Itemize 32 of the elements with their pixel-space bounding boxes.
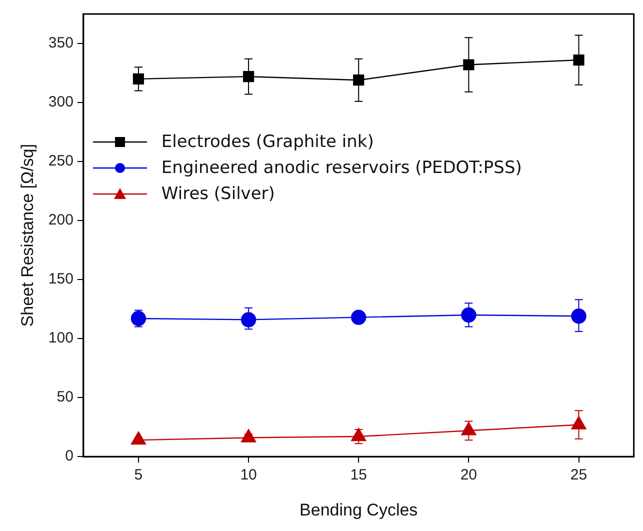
y-tick-label: 350 (48, 34, 74, 52)
point (571, 416, 586, 430)
legend-label: Engineered anodic reservoirs (PEDOT:PSS) (161, 158, 522, 178)
point (573, 54, 584, 66)
y-tick-label: 100 (48, 330, 74, 347)
point (351, 310, 366, 325)
x-tick-label: 10 (240, 466, 257, 484)
x-tick-label: 20 (460, 466, 478, 484)
point (461, 307, 476, 323)
point (132, 73, 144, 84)
y-tick-label: 50 (56, 388, 74, 406)
y-tick-label: 300 (48, 94, 74, 111)
point (461, 422, 476, 436)
point (463, 59, 474, 70)
point (241, 429, 256, 442)
y-tick-label: 200 (48, 212, 74, 229)
legend-label: Electrodes (Graphite ink) (161, 132, 374, 152)
x-axis-title: Bending Cycles (300, 500, 418, 520)
y-axis-title: Sheet Resistance [Ω/sq] (18, 144, 37, 327)
point (571, 308, 586, 324)
x-tick-label: 5 (134, 466, 143, 484)
x-tick-label: 25 (570, 466, 588, 484)
y-tick-label: 150 (48, 270, 74, 288)
point (353, 74, 364, 86)
y-tick-label: 0 (65, 448, 74, 465)
x-tick-label: 15 (350, 466, 367, 484)
point (351, 428, 366, 442)
legend-label: Wires (Silver) (161, 184, 275, 204)
point (242, 71, 254, 82)
y-tick-label: 250 (48, 152, 74, 170)
point (240, 312, 256, 328)
point (130, 310, 146, 326)
